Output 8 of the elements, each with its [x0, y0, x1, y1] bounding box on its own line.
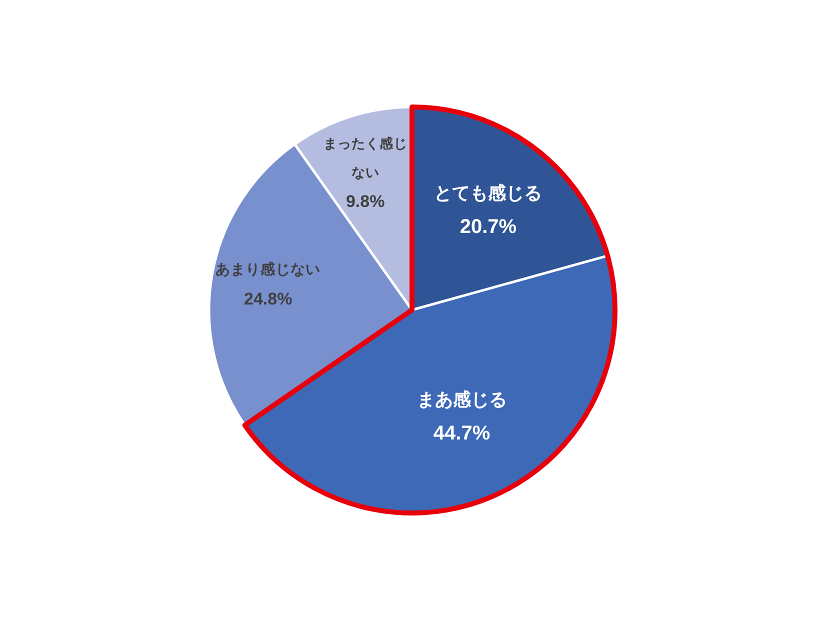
data-label: 44.7% [433, 422, 490, 445]
data-label: 9.8% [346, 192, 385, 212]
slice-label: まったく感じない [323, 136, 408, 180]
slice-label: まあ感じる [416, 390, 507, 410]
slice-label: とても感じる [434, 182, 542, 203]
data-label: 24.8% [244, 289, 292, 308]
data-label: 20.7% [460, 216, 517, 238]
slice-label: あまり感じない [216, 260, 321, 278]
